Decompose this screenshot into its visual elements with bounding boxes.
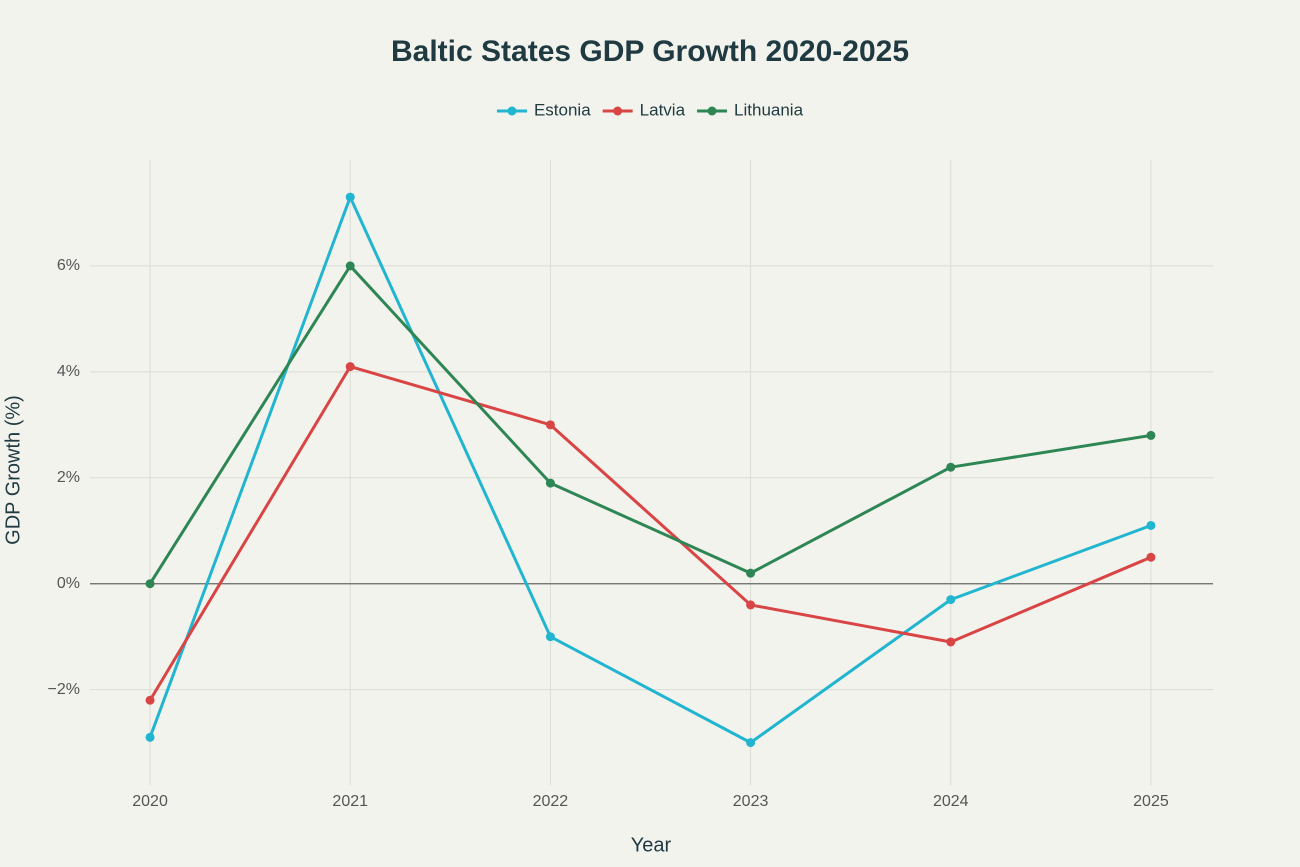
marker [145,732,155,742]
y-tick-label: 6% [57,257,80,274]
marker [145,695,155,705]
marker [946,637,956,647]
x-tick-label: 2024 [933,793,969,810]
marker [746,738,756,748]
marker [946,595,956,605]
chart-title: Baltic States GDP Growth 2020-2025 [391,35,909,68]
x-tick-label: 2022 [533,793,569,810]
series-line [148,264,1152,585]
marker [1146,552,1156,562]
legend-marker [613,106,623,116]
y-tick-label: 2% [57,469,80,486]
legend-marker [707,106,717,116]
legend-label: Estonia [534,100,591,119]
marker [345,261,355,271]
y-axis-title: GDP Growth (%) [2,395,24,545]
series-line [148,195,1152,745]
legend-label: Latvia [640,100,686,119]
series-line [148,365,1152,702]
marker [545,632,555,642]
legend: Estonia Latvia Lithuania [496,100,804,119]
marker [345,192,355,202]
marker [145,579,155,589]
marker [1146,520,1156,530]
marker [1146,430,1156,440]
marker [746,568,756,578]
marker [545,478,555,488]
marker [746,600,756,610]
legend-item: Latvia [602,100,686,119]
legend-label: Lithuania [734,100,804,119]
marker [545,420,555,430]
y-tick-label: 0% [57,575,80,592]
x-axis-title: Year [631,834,672,856]
x-tick-label: 2020 [132,793,168,810]
y-tick-label: −2% [48,681,80,698]
marker [345,362,355,372]
x-tick-label: 2023 [733,793,769,810]
y-tick-label: 4% [57,363,80,380]
legend-item: Estonia [496,100,591,119]
marker [946,462,956,472]
x-tick-label: 2025 [1133,793,1169,810]
x-tick-label: 2021 [332,793,368,810]
legend-item: Lithuania [697,100,804,119]
legend-marker [507,106,517,116]
